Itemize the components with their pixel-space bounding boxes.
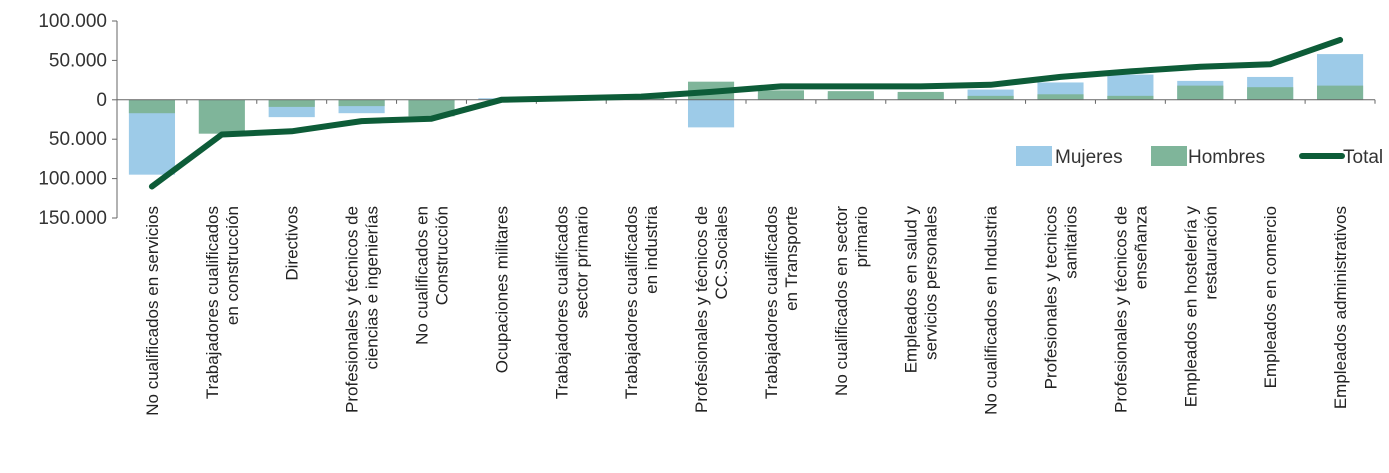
bar-mujeres — [687, 99, 735, 128]
x-category-label-line: Directivos — [283, 206, 302, 281]
x-category-label: Empleados en comercio — [1261, 206, 1280, 388]
x-category-label: Trabajadores cualificados en industria — [622, 205, 661, 399]
x-category-label: No cualificados en Construcción — [413, 206, 452, 345]
legend-label-mujeres: Mujeres — [1055, 147, 1123, 168]
total-line-layer — [148, 36, 1344, 190]
x-category-label-line: Profesionales y técnicos de — [692, 206, 711, 413]
bar-hombres — [897, 91, 944, 100]
x-category-label-line: primario — [852, 206, 871, 267]
y-tick-label: 150.000 — [38, 208, 107, 229]
x-category-label-line: enseñanza — [1131, 205, 1150, 289]
x-category-label-line: restauración — [1201, 206, 1220, 300]
x-category-label: Profesionales y técnicos de CC.Sociales — [692, 206, 731, 413]
legend-label-total: Total — [1343, 147, 1383, 168]
y-tick-label: 0 — [96, 90, 107, 111]
x-category-label-line: Empleados administrativos — [1331, 206, 1350, 409]
x-category-label-line: CC.Sociales — [712, 206, 731, 300]
x-category-label-line: servicios personales — [922, 206, 941, 360]
x-category-label: Profesionales y técnicos de ciencias e in… — [343, 206, 382, 413]
bar-hombres — [1037, 94, 1084, 100]
x-category-label-line: Empleados en comercio — [1261, 206, 1280, 388]
bar-mujeres — [1107, 74, 1154, 100]
bar-hombres — [1107, 95, 1154, 100]
legend-label-hombres: Hombres — [1188, 147, 1265, 168]
legend: Mujeres Hombres Total — [1016, 146, 1383, 168]
x-category-label-line: en industria — [642, 205, 661, 293]
x-category-label-line: Profesionales y tecnicos — [1042, 206, 1061, 389]
series-line-total — [148, 36, 1344, 190]
x-category-label: No cualificados en servicios — [143, 206, 162, 416]
bar-hombres — [128, 99, 176, 114]
y-tick-label: 100.000 — [38, 11, 107, 32]
x-category-label-line: Trabajadores cualificados — [622, 206, 641, 399]
bar-hombres — [1316, 85, 1364, 100]
x-category-label-line: ciencias e ingenierías — [363, 206, 382, 369]
bar-hombres — [1177, 85, 1224, 100]
x-category-label-line: en construcción — [223, 206, 242, 325]
legend-swatch-mujeres — [1016, 146, 1052, 166]
x-category-label-line: en Transporte — [782, 206, 801, 311]
y-tick-labels: 100.000 50.000 0 50.000 100.000 150.000 — [38, 11, 107, 229]
x-category-label: No cualificados en sector primario — [832, 206, 871, 396]
x-category-label-line: sector primario — [572, 206, 591, 318]
x-category-label: Trabajadores cualificados sector primario — [552, 206, 591, 399]
x-category-label-line: Trabajadores cualificados — [552, 206, 571, 399]
x-category-label-line: Trabajadores cualificados — [762, 206, 781, 399]
bar-hombres — [967, 95, 1014, 100]
x-category-label: Directivos — [283, 206, 302, 281]
x-category-label-line: sanitarios — [1062, 206, 1081, 279]
x-category-label-line: Empleados en salud y — [902, 206, 921, 374]
bar-hombres — [338, 99, 385, 107]
bar-hombres — [198, 99, 245, 134]
x-category-labels: No cualificados en servicios Trabajadores… — [143, 205, 1350, 415]
x-category-label: Profesionales y tecnicos sanitarios — [1042, 206, 1081, 389]
x-category-label: Profesionales y técnicos de enseñanza — [1111, 205, 1150, 412]
x-category-label-line: Profesionales y técnicos de — [1111, 206, 1130, 413]
bar-hombres — [757, 90, 805, 100]
x-category-label: Ocupaciones militares — [492, 206, 511, 373]
x-category-label: No cualificados en Industria — [982, 205, 1001, 414]
x-category-label: Empleados en hostelería y restauración — [1181, 206, 1220, 408]
bar-hombres — [827, 91, 874, 100]
x-category-label: Trabajadores cualificados en Transporte — [762, 206, 801, 399]
x-category-label-line: Ocupaciones militares — [492, 206, 511, 373]
y-tick-label: 50.000 — [49, 50, 107, 71]
legend-swatch-hombres — [1151, 146, 1187, 166]
x-category-label-line: Profesionales y técnicos de — [343, 206, 362, 413]
x-category-label-line: No cualificados en servicios — [143, 206, 162, 416]
bar-mujeres — [967, 89, 1014, 100]
y-tick-label: 50.000 — [49, 129, 107, 150]
x-category-label-line: No cualificados en sector — [832, 206, 851, 396]
bar-hombres — [268, 99, 315, 107]
x-category-label: Empleados administrativos — [1331, 206, 1350, 409]
x-category-label-line: Trabajadores cualificados — [203, 206, 222, 399]
bar-hombres — [408, 99, 455, 117]
bar-hombres — [1247, 87, 1294, 100]
axes-layer — [112, 20, 1376, 219]
x-category-label-line: No cualificados en — [413, 206, 432, 345]
x-category-label: Trabajadores cualificados en construcción — [203, 206, 242, 399]
x-category-label-line: No cualificados en Industria — [982, 205, 1001, 414]
x-category-label-line: Construcción — [433, 206, 452, 305]
bars-layer — [128, 54, 1364, 175]
y-tick-label: 100.000 — [38, 169, 107, 190]
x-category-label: Empleados en salud y servicios personales — [902, 206, 941, 374]
x-category-label-line: Empleados en hostelería y — [1181, 206, 1200, 408]
